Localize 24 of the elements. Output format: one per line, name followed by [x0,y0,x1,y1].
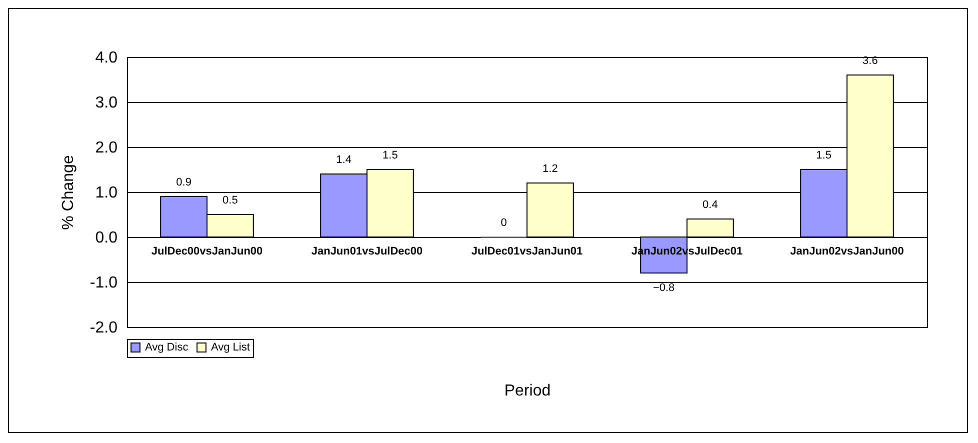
legend-label: Avg Disc [145,342,189,354]
data-label: −0.8 [652,282,675,294]
data-label: 1.4 [336,154,352,166]
data-label: 0 [500,217,507,229]
x-tick-label: JanJun02vsJanJun00 [790,246,904,258]
x-tick-label: JulDec00vsJanJun00 [151,246,263,258]
data-label: 0.5 [222,194,238,206]
data-label: 0.4 [702,199,718,211]
x-tick-label: JanJun01vsJulDec00 [311,246,423,258]
y-tick-label: -1.0 [90,274,118,292]
y-axis-title: % Change [60,155,77,230]
data-label: 1.5 [382,150,398,162]
data-label: 1.2 [542,163,558,175]
y-tick-label: 0.0 [95,230,118,246]
data-label: 0.9 [176,176,192,188]
x-axis-title: Period [504,382,551,400]
y-tick-label: 2.0 [95,140,118,156]
legend-label: Avg List [211,342,250,354]
y-tick-label: 3.0 [95,94,118,112]
y-tick-label: -2.0 [90,320,118,336]
data-label: 1.5 [816,150,832,162]
x-tick-label: JulDec01vsJanJun01 [471,246,583,258]
y-tick-label: 1.0 [95,184,118,202]
y-tick-label: 4.0 [95,50,118,66]
